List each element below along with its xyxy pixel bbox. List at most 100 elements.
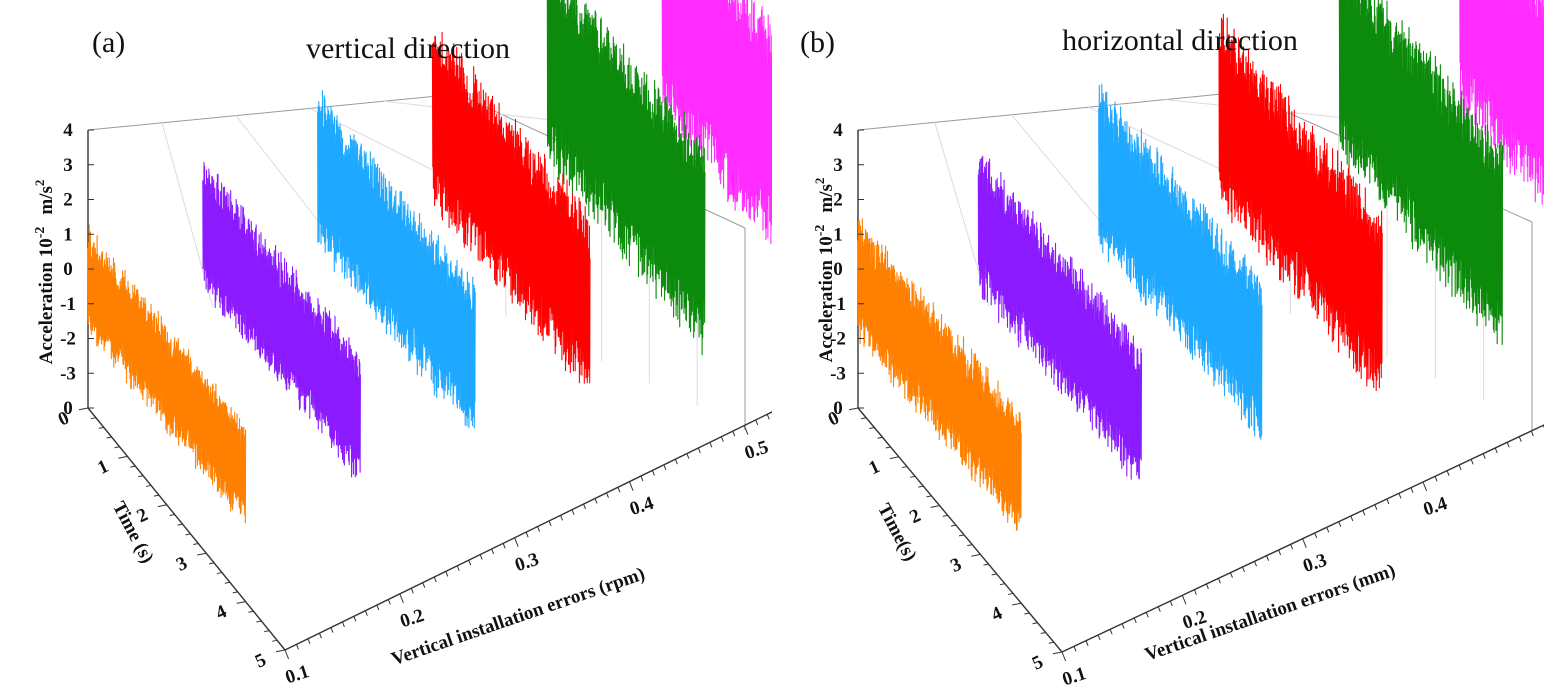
x-tick-mark [1314, 532, 1318, 539]
time-tick-mark [848, 407, 859, 411]
time-tick-mark [118, 455, 128, 459]
x-tick-mark [1266, 555, 1270, 561]
x-tick-mark [1217, 578, 1221, 584]
x-tick-mark [1446, 470, 1450, 476]
x-tick-mark [1362, 510, 1366, 516]
series-trace-0-3 [1098, 83, 1263, 440]
z-tick-label: -2 [60, 329, 76, 350]
time-tick-mark [138, 475, 144, 478]
x-tick-mark [617, 487, 621, 493]
chart-title-b: horizontal direction [1062, 24, 1298, 57]
time-tick-mark [1012, 602, 1022, 606]
x-tick-mark [341, 621, 345, 628]
series-trace-0-1 [857, 218, 1022, 531]
x-tick-mark [640, 475, 644, 482]
x-tick-mark [697, 447, 701, 454]
chart-panel-b: 0.10.20.30.40.50.601234543210-1-2-30 (b)… [772, 0, 1544, 691]
chart-svg-b: 0.10.20.30.40.50.601234543210-1-2-30 (b)… [800, 0, 1544, 690]
z-tick-label: -1 [830, 294, 846, 315]
x-tick-mark [525, 531, 529, 538]
z-tick-label: 3 [833, 155, 843, 176]
z-tick-label: 0 [63, 259, 73, 280]
x-tick-mark [537, 526, 541, 532]
x-tick-mark [1386, 498, 1390, 505]
x-tick-mark [1169, 600, 1173, 607]
time-tick-mark [1040, 631, 1046, 634]
time-tick-mark [877, 436, 883, 439]
time-tick-mark [98, 426, 104, 429]
chart-svg-a: 0.10.20.30.40.50.601234543210-1-2-30 (a)… [32, 0, 772, 688]
x-tick-mark [1278, 549, 1282, 556]
time-tick-mark [869, 427, 875, 430]
series-trace-0-4 [431, 31, 591, 384]
x-tick-mark [743, 425, 749, 435]
x-tick-mark [1109, 629, 1113, 635]
x-tick-mark [720, 436, 724, 442]
x-tick-label: 0.4 [627, 493, 657, 520]
x-tick-mark [628, 481, 634, 491]
series-trace-0-2 [977, 155, 1143, 480]
z-tick-label: 4 [63, 120, 73, 141]
z-tick-label: 0 [63, 398, 73, 419]
time-tick-mark [885, 446, 891, 449]
time-tick-mark [114, 446, 120, 449]
time-tick-label: 1 [866, 456, 883, 479]
time-tick-mark [1032, 622, 1038, 625]
time-tick-mark [130, 465, 136, 468]
x-tick-mark [284, 649, 290, 660]
time-tick-label: 4 [988, 602, 1006, 625]
z-axis-label-a: Acceleration 10-2m/s2 [32, 180, 57, 365]
x-tick-mark [674, 459, 678, 465]
time-tick-mark [145, 484, 152, 487]
x-tick-mark [1205, 583, 1209, 590]
x-tick-mark [376, 604, 380, 611]
x-tick-label: 0.2 [398, 605, 427, 632]
time-tick-mark [1052, 651, 1063, 655]
x-tick-mark [1506, 442, 1510, 448]
time-tick-mark [272, 639, 278, 642]
y-axis-label-a: Time (s) [108, 498, 158, 567]
x-tick-mark [1410, 487, 1414, 493]
time-tick-mark [232, 591, 238, 594]
x-tick-mark [571, 509, 575, 515]
x-tick-label: 0.1 [283, 661, 312, 688]
z-tick-label: 3 [63, 155, 73, 176]
time-tick-label: 3 [947, 554, 964, 577]
x-tick-mark [1398, 493, 1402, 499]
x-tick-mark [1073, 646, 1077, 652]
x-tick-mark [387, 599, 391, 605]
x-tick-mark [514, 537, 519, 547]
x-tick-mark [766, 414, 770, 420]
time-tick-mark [153, 494, 160, 497]
time-tick-mark [216, 572, 223, 575]
time-axis-line [857, 407, 1063, 653]
time-tick-mark [950, 524, 957, 527]
time-tick-mark [910, 475, 916, 478]
z-tick-label: 1 [833, 224, 843, 245]
z-tick-label: 2 [63, 190, 73, 211]
x-tick-mark [399, 593, 404, 604]
x-tick-mark [1290, 544, 1294, 550]
time-tick-mark [1024, 612, 1030, 615]
z-tick-label: 2 [833, 190, 843, 211]
x-tick-mark [1530, 430, 1534, 437]
time-tick-mark [197, 552, 207, 556]
x-tick-mark [491, 548, 495, 555]
x-tick-label: 0.3 [512, 549, 541, 576]
x-tick-mark [560, 515, 564, 521]
x-tick-mark [1518, 436, 1522, 442]
x-tick-label: 0.5 [1541, 436, 1544, 463]
time-tick-mark [999, 583, 1005, 586]
x-tick-mark [755, 419, 759, 426]
x-tick-mark [468, 560, 472, 566]
time-tick-mark [236, 601, 246, 604]
x-tick-label: 0.4 [1421, 493, 1451, 520]
x-tick-mark [1181, 595, 1187, 605]
chart-panel-a: 0.10.20.30.40.50.601234543210-1-2-30 (a)… [32, 0, 772, 688]
z-tick-label: 0 [833, 398, 843, 419]
x-tick-mark [651, 470, 655, 476]
x-tick-mark [1157, 606, 1161, 612]
time-tick-mark [1007, 592, 1014, 595]
x-tick-mark [1254, 561, 1258, 567]
time-tick-mark [208, 562, 215, 565]
